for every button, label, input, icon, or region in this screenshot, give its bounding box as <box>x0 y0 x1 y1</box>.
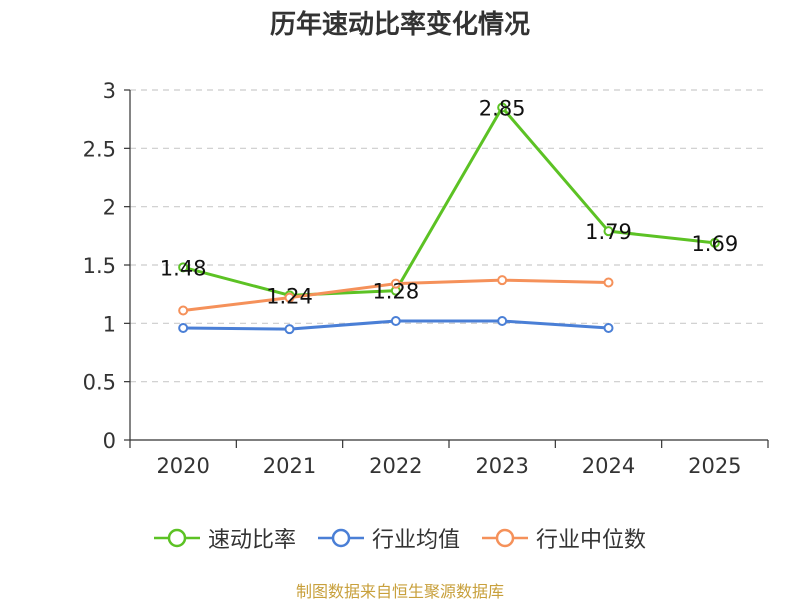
legend-item-quick-ratio[interactable]: 速动比率 <box>153 522 296 554</box>
data-label: 2.85 <box>479 97 526 121</box>
x-tick-label: 2022 <box>369 454 422 478</box>
data-point <box>284 324 295 335</box>
y-tick-label: 3 <box>103 79 116 103</box>
data-point <box>709 237 720 248</box>
data-source-note: 制图数据来自恒生聚源数据库 <box>295 582 504 601</box>
data-point <box>497 102 508 113</box>
y-tick-label: 2.5 <box>83 137 116 161</box>
legend-marker-industry-median <box>482 528 528 548</box>
legend-marker-quick-ratio <box>153 528 200 548</box>
data-point <box>178 323 189 333</box>
data-point <box>390 278 401 289</box>
y-tick-label: 0 <box>103 429 116 453</box>
x-tick-label: 2021 <box>263 454 316 478</box>
data-label: 1.48 <box>160 256 207 280</box>
chart-title: 历年速动比率变化情况 <box>269 10 530 40</box>
legend-item-industry-median[interactable]: 行业中位数 <box>482 522 646 554</box>
legend-item-industry-mean[interactable]: 行业均值 <box>317 522 460 554</box>
y-tick-label: 1 <box>103 312 116 336</box>
x-tick-label: 2023 <box>475 454 528 478</box>
data-point <box>603 323 614 333</box>
y-tick-label: 1.5 <box>83 254 116 278</box>
x-tick-label: 2024 <box>582 454 635 478</box>
data-point <box>497 275 508 286</box>
data-point <box>603 226 614 237</box>
legend-marker-industry-mean <box>317 528 364 548</box>
legend-label-industry-mean: 行业均值 <box>371 528 460 553</box>
legend-label-industry-median: 行业中位数 <box>536 528 647 553</box>
data-label: 1.79 <box>585 220 632 244</box>
data-point <box>603 277 614 288</box>
x-tick-label: 2025 <box>688 454 741 478</box>
data-label: 1.28 <box>372 280 419 304</box>
x-tick-label: 2020 <box>156 454 209 478</box>
y-tick-label: 2 <box>103 196 116 220</box>
data-label: 1.24 <box>266 284 313 308</box>
data-point <box>497 316 508 326</box>
legend: 速动比率 行业均值 行业中位数 <box>0 518 800 558</box>
data-point <box>178 262 189 273</box>
y-tick-label: 0.5 <box>83 371 116 395</box>
data-point <box>178 305 189 316</box>
data-label: 1.69 <box>691 232 738 256</box>
data-point <box>284 292 295 303</box>
series-line-0 <box>182 106 715 297</box>
data-point <box>390 316 401 326</box>
legend-label-quick-ratio: 速动比率 <box>207 528 296 553</box>
